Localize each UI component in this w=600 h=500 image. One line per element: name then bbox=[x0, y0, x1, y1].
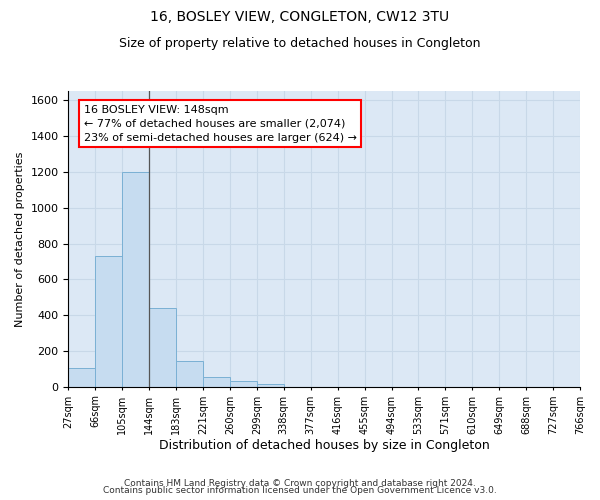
Y-axis label: Number of detached properties: Number of detached properties bbox=[15, 152, 25, 327]
Bar bbox=[149, 308, 176, 387]
Text: 16, BOSLEY VIEW, CONGLETON, CW12 3TU: 16, BOSLEY VIEW, CONGLETON, CW12 3TU bbox=[151, 10, 449, 24]
Bar bbox=[257, 384, 284, 387]
Text: Size of property relative to detached houses in Congleton: Size of property relative to detached ho… bbox=[119, 38, 481, 51]
Bar bbox=[68, 368, 95, 387]
Bar bbox=[122, 172, 149, 387]
Text: 16 BOSLEY VIEW: 148sqm
← 77% of detached houses are smaller (2,074)
23% of semi-: 16 BOSLEY VIEW: 148sqm ← 77% of detached… bbox=[84, 105, 357, 143]
Text: Contains public sector information licensed under the Open Government Licence v3: Contains public sector information licen… bbox=[103, 486, 497, 495]
Bar bbox=[203, 377, 230, 387]
Bar bbox=[95, 256, 122, 387]
Text: Contains HM Land Registry data © Crown copyright and database right 2024.: Contains HM Land Registry data © Crown c… bbox=[124, 478, 476, 488]
Bar bbox=[176, 361, 203, 387]
X-axis label: Distribution of detached houses by size in Congleton: Distribution of detached houses by size … bbox=[159, 440, 490, 452]
Bar bbox=[230, 381, 257, 387]
